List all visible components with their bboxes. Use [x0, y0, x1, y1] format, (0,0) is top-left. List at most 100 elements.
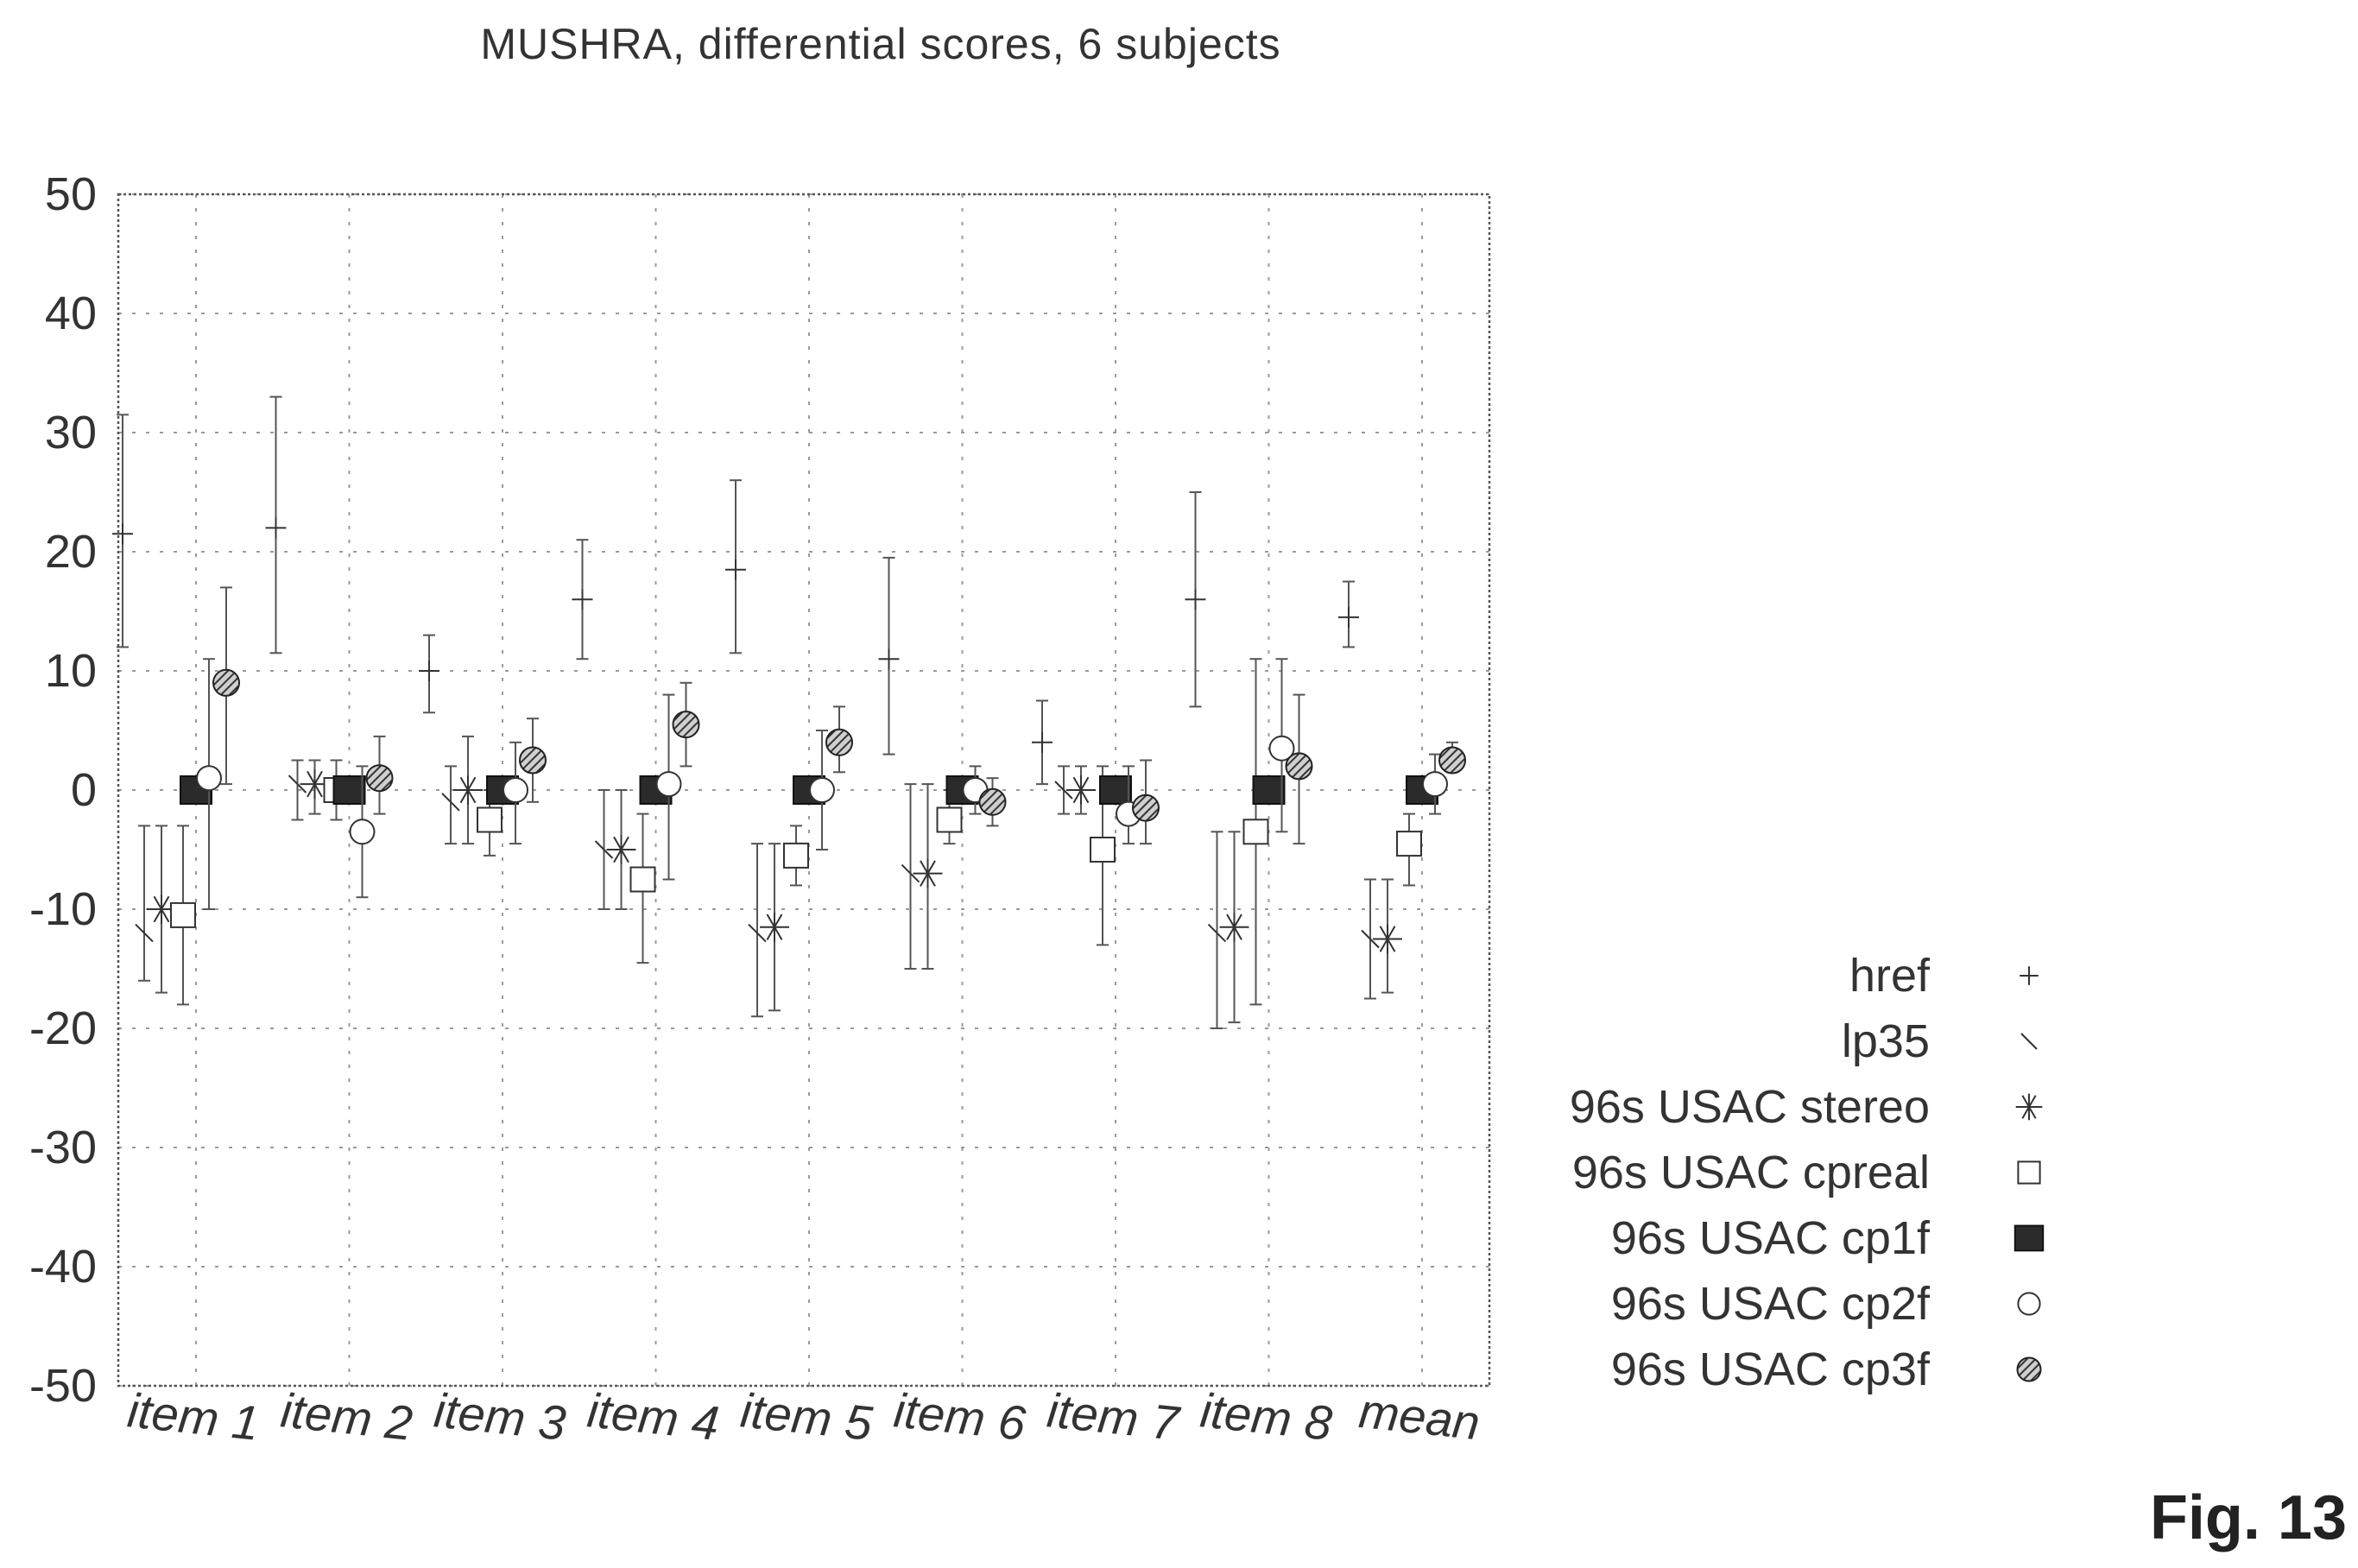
- figure-label: Fig. 13: [2150, 1483, 2347, 1552]
- data-point: [1207, 923, 1227, 943]
- legend-label: href: [1849, 950, 1931, 1002]
- y-tick-label: 0: [71, 764, 97, 816]
- data-point: [655, 771, 682, 798]
- data-point: [809, 777, 835, 803]
- data-point: [1285, 752, 1313, 781]
- data-point: [180, 775, 212, 805]
- data-point: [572, 589, 593, 610]
- x-tick-label: item 6: [891, 1382, 1028, 1451]
- x-tick-label: item 5: [738, 1382, 876, 1451]
- error-bar: [1211, 831, 1223, 1029]
- series-96s-usac-stereo: [147, 735, 1402, 1024]
- data-point: [135, 923, 154, 943]
- data-point: [453, 775, 483, 805]
- x-tick-label: item 2: [278, 1382, 414, 1451]
- y-tick-label: 50: [45, 168, 97, 220]
- legend-marker: [2017, 1292, 2041, 1316]
- error-bar: [291, 759, 304, 821]
- legend-label: 96s USAC stereo: [1570, 1081, 1930, 1133]
- y-tick-label: 20: [45, 526, 97, 578]
- legend-label: 96s USAC cp3f: [1611, 1344, 1931, 1395]
- data-point: [901, 863, 920, 883]
- data-point: [1396, 831, 1422, 857]
- data-point: [1361, 929, 1380, 949]
- data-points: [112, 395, 1466, 1029]
- y-tick-label: -20: [29, 1002, 97, 1054]
- data-point: [606, 835, 636, 864]
- data-point: [978, 787, 1007, 816]
- data-point: [265, 517, 287, 539]
- data-point: [1252, 775, 1286, 805]
- data-point: [212, 668, 240, 697]
- error-bar: [751, 843, 763, 1018]
- data-point: [365, 764, 394, 793]
- legend-marker: [2017, 1160, 2041, 1185]
- data-point: [1066, 775, 1096, 805]
- error-bar: [445, 765, 457, 845]
- x-tick-label: item 4: [585, 1382, 721, 1451]
- legend-marker: [2016, 1356, 2042, 1382]
- x-tick-label: mean: [1356, 1383, 1482, 1450]
- y-tick-label: 10: [45, 645, 97, 697]
- x-tick-label: item 3: [432, 1382, 568, 1451]
- y-tick-label: 30: [45, 407, 97, 458]
- data-point: [760, 912, 789, 942]
- legend-label: 96s USAC cp1f: [1611, 1212, 1931, 1264]
- data-point: [1242, 819, 1269, 845]
- data-point: [288, 775, 307, 793]
- series-96s-usac-cpreal: [170, 658, 1422, 1006]
- plot-frame: [117, 193, 1491, 1388]
- data-point: [1438, 746, 1466, 775]
- error-bar: [138, 825, 150, 982]
- data-point: [112, 523, 133, 545]
- data-point: [783, 842, 809, 869]
- data-point: [1099, 775, 1132, 805]
- y-tick-label: -30: [29, 1122, 97, 1173]
- data-point: [1185, 589, 1206, 610]
- data-point: [594, 840, 614, 859]
- data-point: [913, 858, 943, 888]
- data-point: [936, 806, 963, 833]
- series-lp35: [135, 759, 1380, 1029]
- data-point: [332, 775, 366, 805]
- data-point: [1338, 606, 1359, 628]
- data-point: [1268, 735, 1295, 762]
- data-point: [503, 777, 528, 803]
- y-tick-label: -40: [29, 1241, 97, 1293]
- data-point: [748, 923, 767, 943]
- legend: href lp35 96s USAC stereo 96s USAC cpreal 96…: [1570, 950, 2045, 1395]
- data-point: [878, 648, 900, 670]
- data-point: [629, 866, 656, 893]
- legend-marker: [2020, 1033, 2038, 1050]
- series-href: [112, 395, 1359, 786]
- series-96s-usac-cp3f: [212, 586, 1466, 845]
- legend-label: 96s USAC cp2f: [1611, 1278, 1931, 1330]
- data-point: [196, 765, 222, 792]
- x-tick-label: item 1: [125, 1382, 262, 1451]
- data-point: [1032, 731, 1053, 753]
- data-point: [825, 728, 853, 756]
- data-point: [519, 746, 547, 775]
- data-point: [1373, 924, 1402, 954]
- legend-marker: [2013, 1224, 2045, 1252]
- x-tick-label: item 7: [1045, 1382, 1183, 1451]
- legend-marker: [2015, 1093, 2043, 1121]
- data-point: [477, 806, 503, 833]
- x-axis-ticks: item 1 item 2 item 3 item 4 item 5 item 6 item…: [125, 1382, 1482, 1451]
- legend-label: 96s USAC cpreal: [1572, 1147, 1930, 1198]
- legend-label: lp35: [1842, 1015, 1930, 1067]
- y-tick-label: -50: [29, 1360, 97, 1412]
- data-point: [1090, 837, 1116, 863]
- data-point: [1219, 912, 1249, 942]
- data-point: [1422, 771, 1448, 798]
- data-point: [672, 711, 700, 739]
- data-point: [725, 559, 746, 580]
- data-point: [441, 793, 460, 812]
- y-tick-label: 40: [45, 288, 97, 339]
- data-point: [170, 901, 196, 928]
- chart-title: MUSHRA, differential scores, 6 subjects: [480, 20, 1280, 68]
- x-tick-label: item 8: [1198, 1382, 1334, 1451]
- data-point: [1054, 781, 1073, 800]
- data-point: [1132, 793, 1160, 822]
